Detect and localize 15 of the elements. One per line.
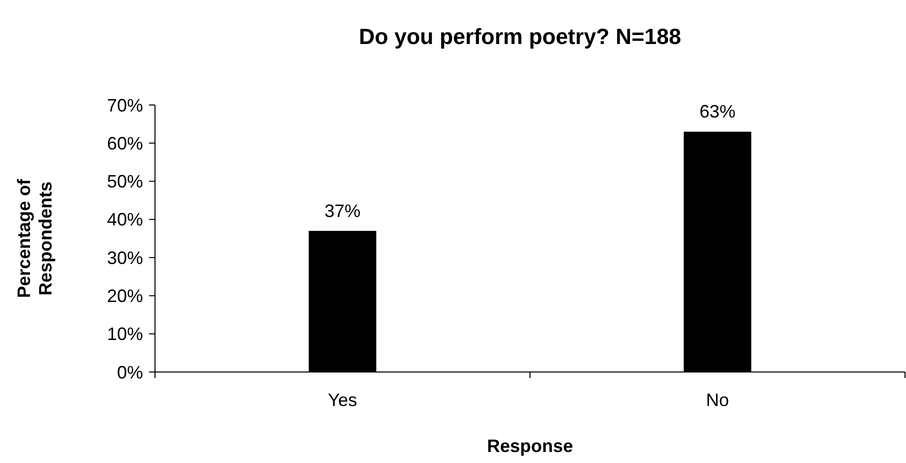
y-tick-label: 40% [106,210,143,230]
y-tick-label: 0% [116,362,143,382]
y-tick-label: 10% [106,324,143,344]
chart-title: Do you perform poetry? N=188 [358,24,682,49]
y-tick-label: 50% [106,172,143,192]
y-tick-label: 70% [106,95,143,116]
y-tick-label: 60% [106,133,143,154]
y-tick-label: 20% [106,286,143,306]
data-label: 63% [699,102,736,122]
data-label: 37% [324,200,361,221]
x-tick-label: Yes [328,390,358,410]
x-axis-title: Response [486,436,574,456]
y-axis-title: Percentage of Respondents [14,178,56,298]
x-tick-label: No [706,390,730,410]
y-tick-label: 30% [106,248,143,268]
